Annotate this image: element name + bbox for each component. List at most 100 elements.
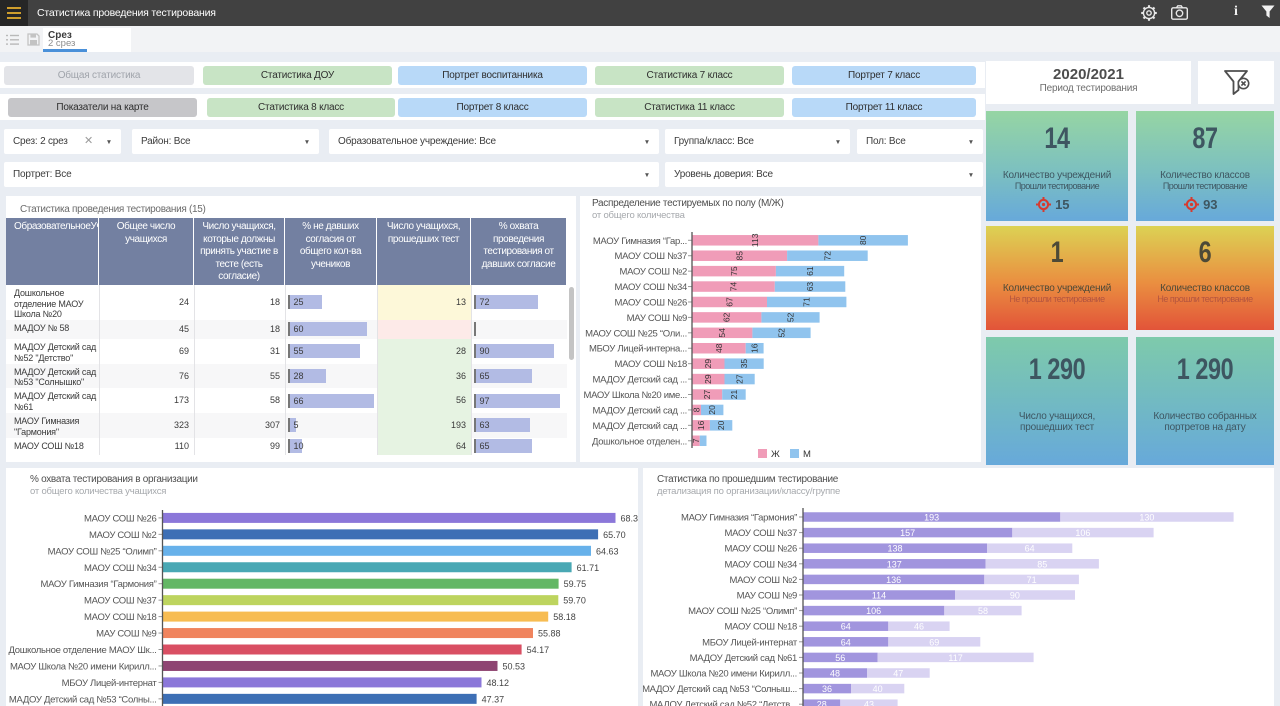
svg-text:28: 28 xyxy=(817,700,827,706)
svg-text:МАОУ СОШ №25 “Оли...: МАОУ СОШ №25 “Оли... xyxy=(585,328,687,339)
svg-text:47.37: 47.37 xyxy=(482,694,505,704)
svg-text:90: 90 xyxy=(1010,591,1020,601)
svg-text:130: 130 xyxy=(1139,513,1154,523)
svg-text:48: 48 xyxy=(830,669,840,679)
svg-text:48.12: 48.12 xyxy=(487,678,510,688)
svg-text:МАОУ СОШ №18: МАОУ СОШ №18 xyxy=(615,359,687,370)
svg-text:МАОУ СОШ №34: МАОУ СОШ №34 xyxy=(84,563,156,574)
svg-text:МАОУ Школа №20 имени Кирилл...: МАОУ Школа №20 имени Кирилл... xyxy=(10,661,157,672)
svg-text:МАОУ СОШ №34: МАОУ СОШ №34 xyxy=(725,559,797,570)
svg-text:117: 117 xyxy=(948,653,962,663)
svg-text:69: 69 xyxy=(929,637,939,647)
svg-text:МАОУ Школа №20 име...: МАОУ Школа №20 име... xyxy=(583,390,687,401)
svg-text:157: 157 xyxy=(900,528,915,538)
svg-text:МБОУ Лицей-интернат: МБОУ Лицей-интернат xyxy=(62,678,158,689)
svg-text:МАОУ СОШ №25 “Олимп”: МАОУ СОШ №25 “Олимп” xyxy=(48,546,157,557)
svg-text:МАОУ СОШ №34: МАОУ СОШ №34 xyxy=(615,282,687,293)
svg-text:136: 136 xyxy=(886,575,901,585)
svg-text:52: 52 xyxy=(777,328,787,338)
svg-text:МАОУ СОШ №26: МАОУ СОШ №26 xyxy=(84,513,156,524)
svg-text:58: 58 xyxy=(978,606,988,616)
svg-text:75: 75 xyxy=(729,266,739,276)
svg-text:74: 74 xyxy=(728,282,738,292)
svg-text:МБОУ Лицей-интерна...: МБОУ Лицей-интерна... xyxy=(589,344,687,355)
svg-text:63: 63 xyxy=(805,282,815,292)
svg-text:71: 71 xyxy=(802,297,812,307)
svg-text:68.32: 68.32 xyxy=(621,513,639,523)
svg-text:16: 16 xyxy=(750,343,760,353)
svg-text:80: 80 xyxy=(858,235,868,245)
svg-text:64: 64 xyxy=(1025,544,1035,554)
svg-text:Статистика по прошедшим тестир: Статистика по прошедшим тестирование xyxy=(657,474,839,485)
svg-text:43: 43 xyxy=(864,700,874,706)
svg-text:МАОУ СОШ №2: МАОУ СОШ №2 xyxy=(89,530,156,541)
svg-text:50.53: 50.53 xyxy=(503,661,526,671)
svg-text:МАОУ Гимназия “Гармония”: МАОУ Гимназия “Гармония” xyxy=(681,513,797,524)
svg-text:16: 16 xyxy=(696,420,706,430)
svg-text:106: 106 xyxy=(866,606,881,616)
svg-text:МАОУ СОШ №18: МАОУ СОШ №18 xyxy=(84,612,156,623)
svg-text:МАУ СОШ №9: МАУ СОШ №9 xyxy=(737,591,797,602)
svg-text:59.75: 59.75 xyxy=(564,579,587,589)
svg-text:8: 8 xyxy=(692,407,702,412)
svg-text:52: 52 xyxy=(786,312,796,322)
svg-text:55.88: 55.88 xyxy=(538,629,561,639)
svg-text:7: 7 xyxy=(691,438,701,443)
svg-text:62: 62 xyxy=(722,312,732,322)
svg-text:54.17: 54.17 xyxy=(527,645,550,655)
svg-text:МАОУ Гимназия “Гар...: МАОУ Гимназия “Гар... xyxy=(593,236,687,247)
svg-text:МАДОУ Детский сад №52 “Детств.: МАДОУ Детский сад №52 “Детств... xyxy=(649,700,797,706)
svg-text:29: 29 xyxy=(703,374,713,384)
svg-text:МБОУ Лицей-интернат: МБОУ Лицей-интернат xyxy=(702,637,798,648)
svg-text:% охвата тестирования в органи: % охвата тестирования в организации xyxy=(30,474,198,485)
svg-text:МАОУ СОШ №37: МАОУ СОШ №37 xyxy=(84,596,156,607)
svg-text:МАДОУ Детский сад ...: МАДОУ Детский сад ... xyxy=(593,375,688,386)
svg-text:МАДОУ Детский сад №53 “Солныш.: МАДОУ Детский сад №53 “Солныш... xyxy=(643,684,797,695)
svg-text:детализация по организации/кла: детализация по организации/классу/группе xyxy=(657,486,840,497)
svg-text:МАОУ СОШ №26: МАОУ СОШ №26 xyxy=(615,297,687,308)
svg-text:МАДОУ Детский сад №61: МАДОУ Детский сад №61 xyxy=(690,653,797,664)
svg-text:64: 64 xyxy=(841,637,851,647)
svg-text:64.63: 64.63 xyxy=(596,546,619,556)
svg-text:МАОУ СОШ №37: МАОУ СОШ №37 xyxy=(615,251,687,262)
svg-text:106: 106 xyxy=(1075,528,1090,538)
svg-text:Дошкольное отделение МАОУ Шк..: Дошкольное отделение МАОУ Шк... xyxy=(8,645,156,656)
svg-text:Ж: Ж xyxy=(771,449,780,460)
svg-text:21: 21 xyxy=(729,390,739,400)
svg-text:58.18: 58.18 xyxy=(553,612,576,622)
svg-text:138: 138 xyxy=(887,544,902,554)
svg-text:193: 193 xyxy=(924,513,939,523)
svg-text:27: 27 xyxy=(735,374,745,384)
svg-text:65.70: 65.70 xyxy=(603,530,626,540)
svg-text:40: 40 xyxy=(873,684,883,694)
svg-text:Дошкольное отделен...: Дошкольное отделен... xyxy=(592,436,687,447)
svg-text:35: 35 xyxy=(739,359,749,369)
svg-text:МАДОУ Детский сад №53 “Солны..: МАДОУ Детский сад №53 “Солны... xyxy=(9,694,157,705)
svg-text:47: 47 xyxy=(893,669,903,679)
svg-text:48: 48 xyxy=(714,343,724,353)
svg-text:МАОУ СОШ №37: МАОУ СОШ №37 xyxy=(725,528,797,539)
svg-text:20: 20 xyxy=(716,420,726,430)
svg-text:67: 67 xyxy=(725,297,735,307)
svg-text:72: 72 xyxy=(822,251,832,261)
svg-text:27: 27 xyxy=(702,390,712,400)
svg-text:МАУ СОШ №9: МАУ СОШ №9 xyxy=(96,629,156,640)
svg-text:МАДОУ Детский сад ...: МАДОУ Детский сад ... xyxy=(593,421,688,432)
svg-text:71: 71 xyxy=(1027,575,1037,585)
svg-text:113: 113 xyxy=(750,233,760,247)
svg-text:МАОУ Гимназия “Гармония”: МАОУ Гимназия “Гармония” xyxy=(40,579,156,590)
svg-text:МАОУ СОШ №2: МАОУ СОШ №2 xyxy=(620,267,687,278)
svg-text:59.70: 59.70 xyxy=(563,596,586,606)
svg-text:МАУ СОШ №9: МАУ СОШ №9 xyxy=(627,313,687,324)
svg-text:20: 20 xyxy=(707,405,717,415)
svg-text:29: 29 xyxy=(703,359,713,369)
svg-text:М: М xyxy=(803,449,811,460)
svg-text:МАОУ СОШ №18: МАОУ СОШ №18 xyxy=(725,622,797,633)
svg-text:85: 85 xyxy=(735,251,745,261)
svg-text:46: 46 xyxy=(914,622,924,632)
svg-text:МАОУ СОШ №2: МАОУ СОШ №2 xyxy=(730,575,797,586)
svg-text:56: 56 xyxy=(835,653,845,663)
svg-text:МАОУ Школа №20 имени Кирилл...: МАОУ Школа №20 имени Кирилл... xyxy=(650,669,797,680)
svg-text:64: 64 xyxy=(841,622,851,632)
svg-text:36: 36 xyxy=(822,684,832,694)
